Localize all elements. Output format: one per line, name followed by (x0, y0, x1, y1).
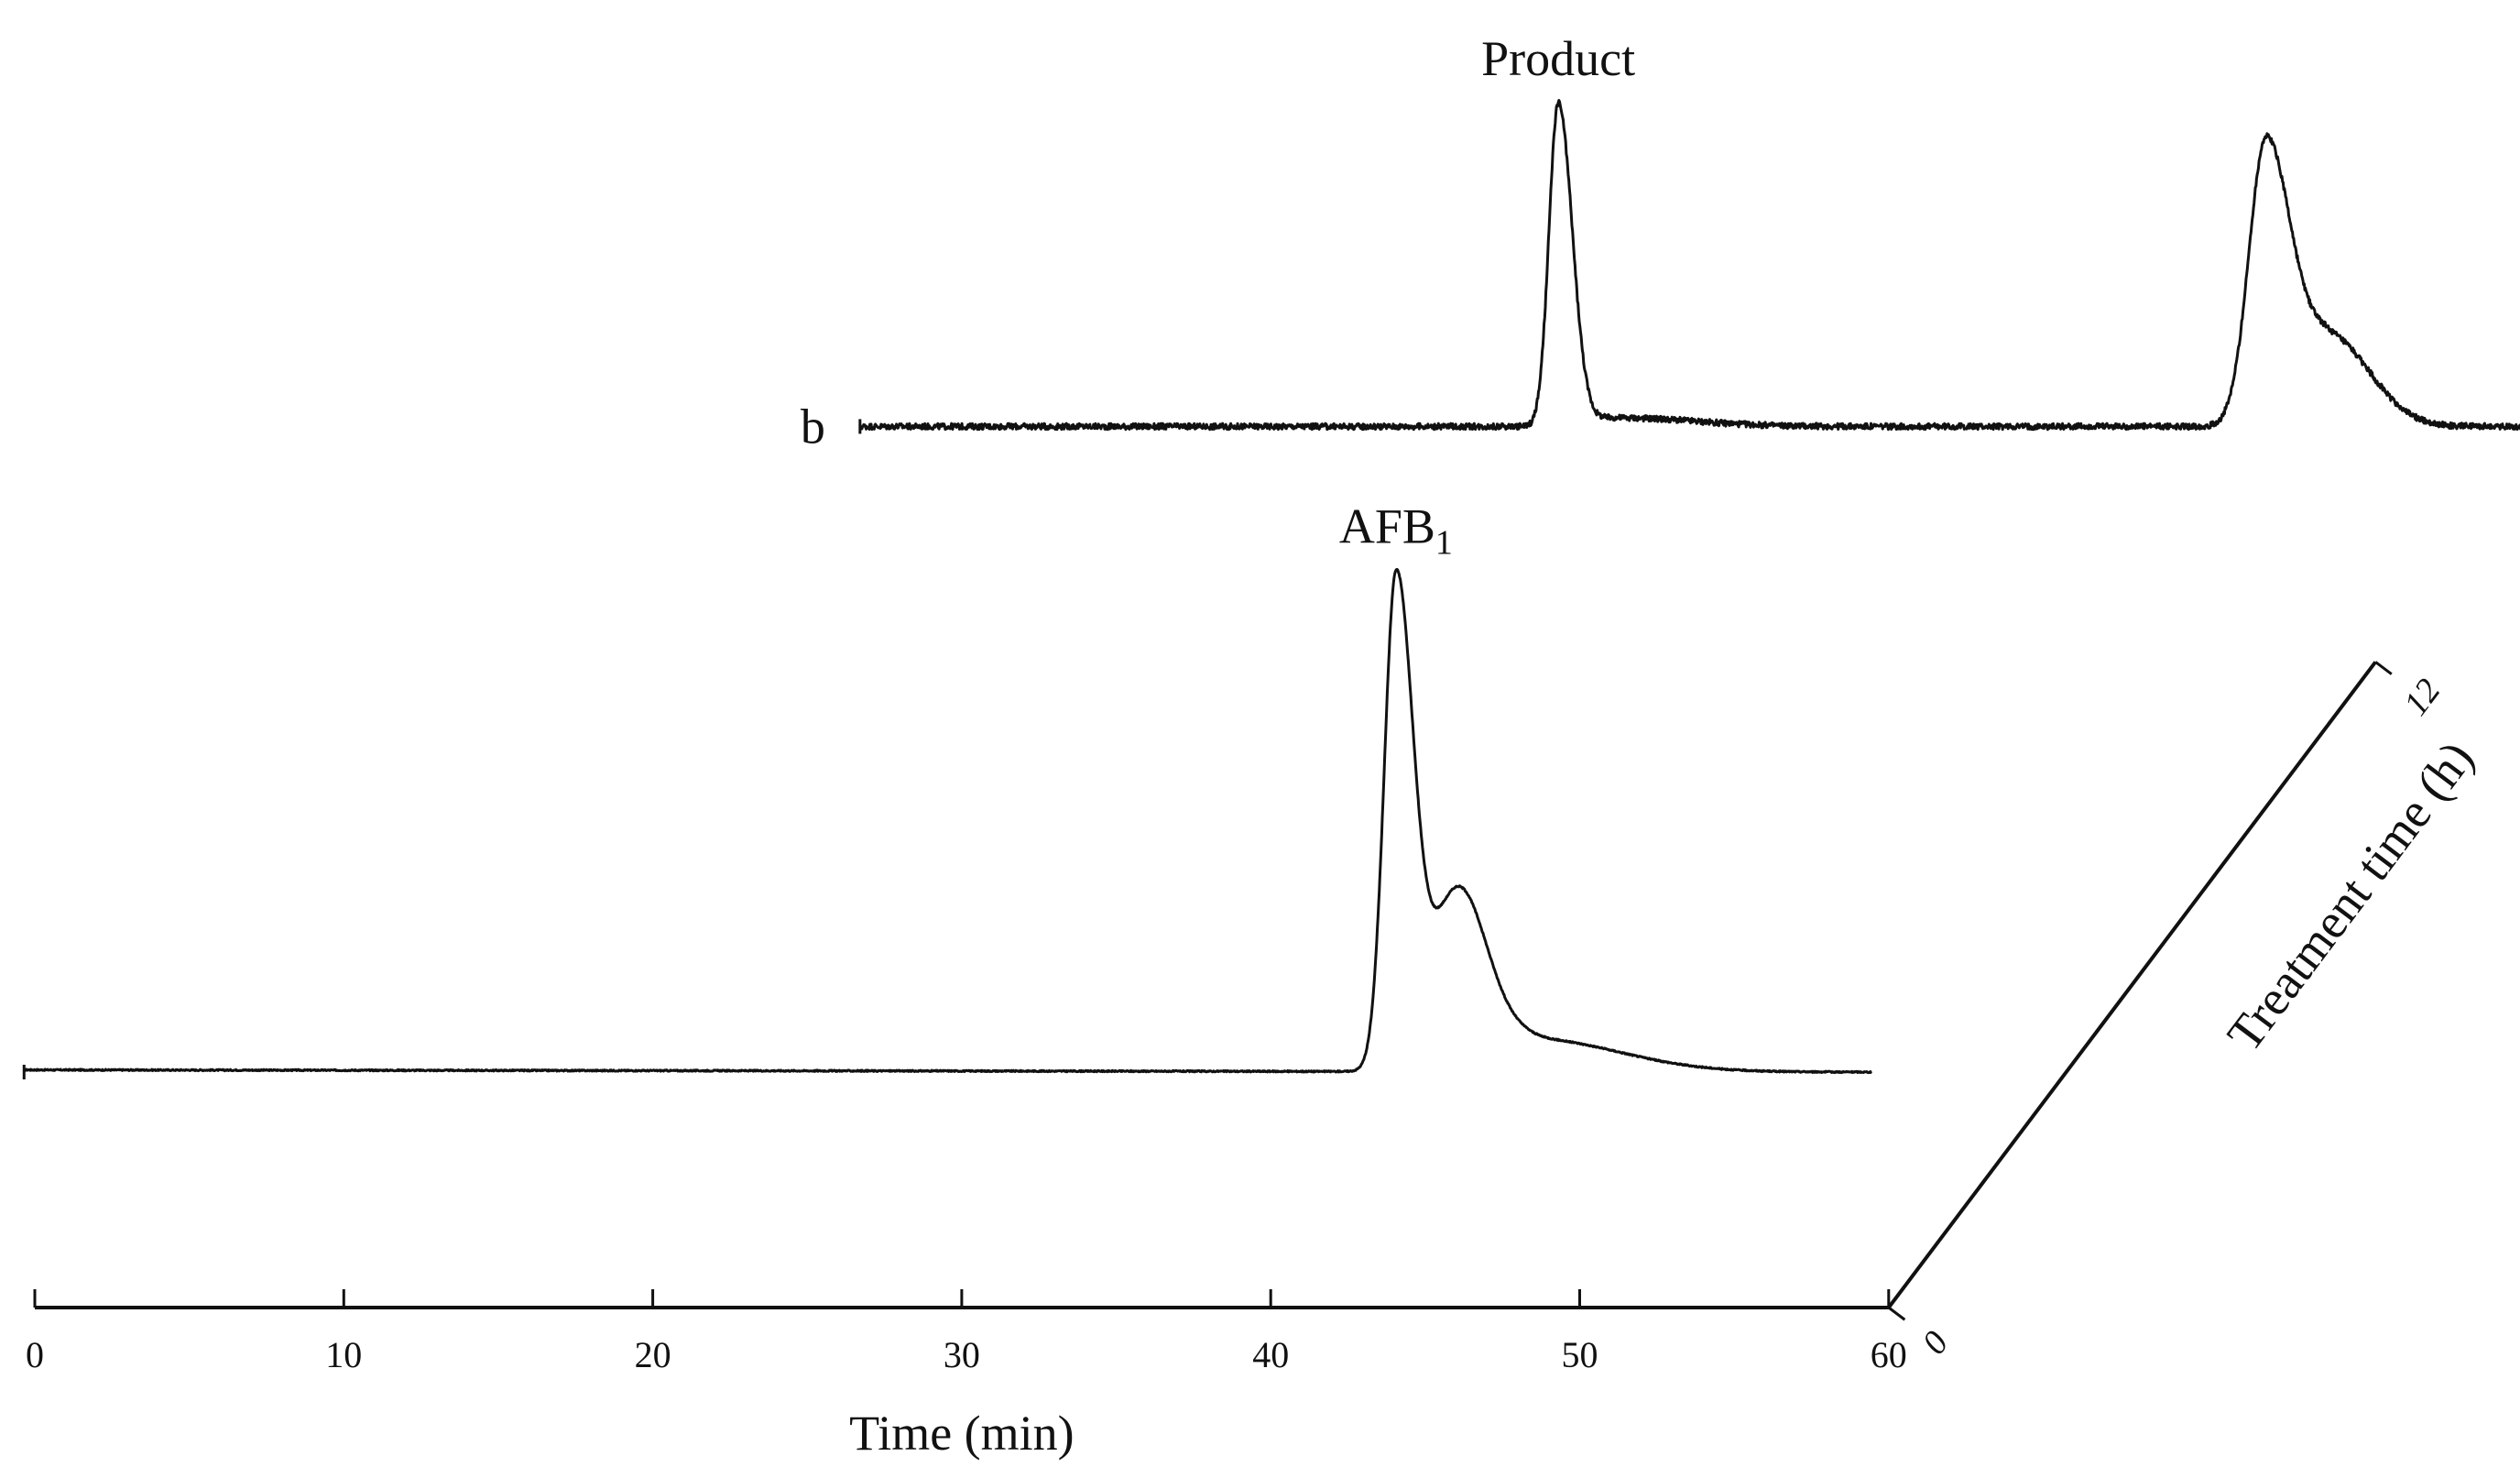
labels-layer: abProductAFB1 (801, 31, 1635, 562)
depth-axis-line (1887, 661, 2377, 1309)
series-trace-b (858, 99, 2520, 432)
depth-axis-title: Treatment time (h) (2217, 731, 2484, 1061)
x-tick-label: 0 (26, 1334, 44, 1375)
depth-axis-tick (2374, 661, 2393, 675)
x-tick-label: 50 (1562, 1334, 1598, 1375)
peak-annotation: AFB1 (1339, 498, 1453, 562)
axes-layer: 0 10 20 30 40 50 60 Time (min) 0 12 Treatment time… (26, 661, 2484, 1461)
depth-tick-label: 12 (2396, 672, 2448, 723)
x-tick-label: 30 (944, 1334, 980, 1375)
x-tick-label: 10 (325, 1334, 362, 1375)
x-tick-label: 60 (1871, 1334, 1907, 1375)
depth-tick-label: 0 (1915, 1324, 1956, 1361)
series-trace-a (23, 567, 1873, 1075)
x-axis-title: Time (min) (849, 1406, 1075, 1461)
series-label-b: b (801, 399, 825, 454)
x-tick-label: 40 (1252, 1334, 1289, 1375)
peak-annotation: Product (1481, 31, 1635, 86)
traces-layer (22, 99, 2520, 1079)
x-tick-label: 20 (635, 1334, 671, 1375)
depth-axis-tick (1887, 1306, 1906, 1321)
